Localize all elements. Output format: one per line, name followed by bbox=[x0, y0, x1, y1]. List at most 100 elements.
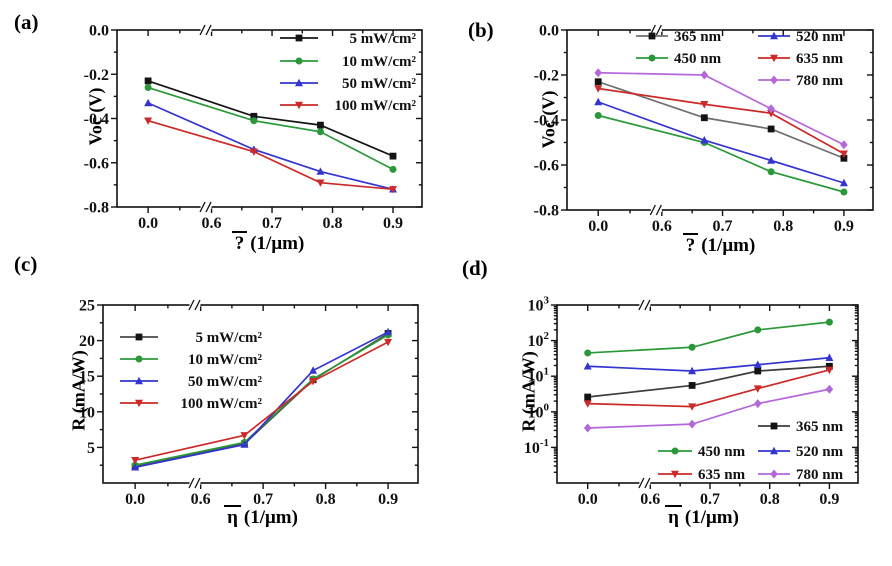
x-axis-unit: (1/μm) bbox=[250, 233, 305, 254]
legend: 5 mW/cm² 10 mW/cm² 50 mW/cm² 100 mW/cm² bbox=[120, 330, 263, 412]
svg-text:-0.2: -0.2 bbox=[84, 67, 109, 84]
x-axis-tick-labels: 0.0 0.6 0.7 0.8 0.9 bbox=[588, 218, 854, 235]
svg-text:5 mW/cm²: 5 mW/cm² bbox=[349, 31, 416, 47]
x-axis-tick-labels: 0.0 0.6 0.7 0.8 0.9 bbox=[138, 215, 403, 232]
svg-text:0.6: 0.6 bbox=[640, 491, 660, 508]
panel-b-y-axis-title: Voc (V) bbox=[538, 90, 559, 149]
svg-text:780 nm: 780 nm bbox=[796, 467, 844, 483]
svg-text:103: 103 bbox=[528, 295, 550, 315]
svg-text:-0.8: -0.8 bbox=[84, 200, 109, 217]
svg-text:0.8: 0.8 bbox=[773, 218, 793, 235]
x-axis-symbol-overbar: η bbox=[665, 505, 682, 528]
svg-text:10: 10 bbox=[79, 404, 95, 421]
y-axis-ticks bbox=[551, 304, 858, 473]
svg-text:0.9: 0.9 bbox=[378, 491, 398, 508]
legend-entry-100-mw-cm: 100 mW/cm² bbox=[120, 396, 263, 412]
legend-entry-365-nm: 365 nm bbox=[636, 29, 722, 45]
x-axis-unit: (1/μm) bbox=[243, 507, 298, 528]
legend-entry-780-nm: 780 nm bbox=[758, 73, 844, 89]
svg-text:-0.2: -0.2 bbox=[534, 68, 559, 85]
y-axis-tick-labels: 103 102 101 100 10-1 bbox=[524, 295, 550, 457]
legend-entry-5-mw-cm: 5 mW/cm² bbox=[120, 330, 263, 346]
svg-text:0.0: 0.0 bbox=[588, 218, 608, 235]
svg-text:520 nm: 520 nm bbox=[796, 29, 844, 45]
legend-entry-50-mw-cm: 50 mW/cm² bbox=[120, 374, 263, 390]
svg-text:25: 25 bbox=[79, 298, 95, 315]
svg-text:635 nm: 635 nm bbox=[796, 51, 844, 67]
svg-text:0.7: 0.7 bbox=[253, 491, 273, 508]
series-780-nm bbox=[583, 384, 834, 433]
legend: 365 nm 450 nm 520 nm 635 nm 780 nm bbox=[658, 419, 844, 483]
y-axis-tick-labels: 5 10 15 20 25 bbox=[79, 298, 95, 457]
y-axis-ticks bbox=[561, 29, 873, 211]
legend-entry-780-nm: 780 nm bbox=[758, 467, 844, 483]
panel-d-x-axis-title: η (1/μm) bbox=[622, 505, 782, 529]
legend-entry-365-nm: 365 nm bbox=[758, 419, 844, 435]
x-axis-tick-labels: 0.0 0.6 0.7 0.8 0.9 bbox=[578, 491, 840, 508]
x-axis-unit: (1/μm) bbox=[684, 507, 739, 528]
axes-frame bbox=[556, 304, 859, 484]
series-635-nm bbox=[594, 85, 848, 158]
svg-text:0.0: 0.0 bbox=[89, 23, 109, 40]
series-5-mw-cm bbox=[144, 77, 397, 160]
svg-text:15: 15 bbox=[79, 369, 95, 386]
svg-text:0.8: 0.8 bbox=[323, 215, 343, 232]
svg-text:-0.6: -0.6 bbox=[534, 158, 559, 175]
svg-text:100 mW/cm²: 100 mW/cm² bbox=[334, 98, 416, 114]
svg-text:450 nm: 450 nm bbox=[698, 444, 746, 460]
svg-text:0.7: 0.7 bbox=[700, 491, 720, 508]
svg-text:365 nm: 365 nm bbox=[796, 419, 844, 435]
x-axis-break-marks bbox=[649, 24, 662, 216]
panel-b-plot: 0.0 0.6 0.7 0.8 0.9 0.0 -0.2 -0.4 -0.6 -0.8 365 nm… bbox=[534, 23, 874, 235]
panel-c-label: (c) bbox=[14, 252, 38, 276]
svg-text:0.0: 0.0 bbox=[125, 491, 145, 508]
legend: 5 mW/cm² 10 mW/cm² 50 mW/cm² 100 mW/cm² bbox=[280, 31, 417, 114]
y-axis-tick-labels: 0.0 -0.2 -0.4 -0.6 -0.8 bbox=[534, 23, 559, 220]
x-axis-ticks bbox=[134, 305, 389, 489]
series-520-nm bbox=[594, 97, 848, 187]
legend-entry-5-mw-cm: 5 mW/cm² bbox=[280, 31, 417, 47]
svg-text:520 nm: 520 nm bbox=[796, 444, 844, 460]
panel-b-x-axis-title: ? (1/μm) bbox=[639, 233, 799, 257]
svg-text:5 mW/cm²: 5 mW/cm² bbox=[195, 330, 262, 346]
svg-text:10-1: 10-1 bbox=[524, 437, 549, 457]
series-365-nm bbox=[584, 362, 833, 401]
svg-text:102: 102 bbox=[528, 330, 550, 350]
x-axis-break-marks bbox=[199, 24, 212, 213]
svg-text:450 nm: 450 nm bbox=[674, 51, 722, 67]
x-axis-unit: (1/μm) bbox=[701, 235, 756, 256]
svg-text:0.6: 0.6 bbox=[191, 491, 211, 508]
svg-text:10 mW/cm²: 10 mW/cm² bbox=[188, 352, 263, 368]
panel-a-y-axis-title: Voc (V) bbox=[85, 87, 106, 146]
x-axis-break-marks bbox=[638, 299, 651, 489]
svg-text:0.0: 0.0 bbox=[578, 491, 598, 508]
panel-a-x-axis-title: ? (1/μm) bbox=[188, 231, 348, 255]
x-axis-tick-labels: 0.0 0.6 0.7 0.8 0.9 bbox=[125, 491, 398, 508]
x-axis-ticks bbox=[597, 30, 845, 216]
svg-text:635 nm: 635 nm bbox=[698, 467, 746, 483]
series-635-nm bbox=[583, 366, 834, 411]
svg-text:0.6: 0.6 bbox=[202, 215, 222, 232]
series-100-mw-cm bbox=[131, 338, 393, 465]
legend-entry-520-nm: 520 nm bbox=[758, 444, 844, 460]
panel-d-plot: 0.0 0.6 0.7 0.8 0.9 103 102 101 100 10-1 365 nm 450… bbox=[524, 295, 859, 508]
svg-text:50 mW/cm²: 50 mW/cm² bbox=[342, 76, 417, 92]
svg-text:0.8: 0.8 bbox=[316, 491, 336, 508]
svg-text:-0.4: -0.4 bbox=[534, 113, 559, 130]
svg-text:0.9: 0.9 bbox=[819, 491, 839, 508]
svg-text:100 mW/cm²: 100 mW/cm² bbox=[180, 396, 262, 412]
series-520-nm bbox=[583, 353, 834, 375]
panel-c-plot: 0.0 0.6 0.7 0.8 0.9 5 10 15 20 25 5 mW/cm² 10 mW/cm… bbox=[79, 298, 419, 508]
panel-d-y-axis-title: R (mA/W) bbox=[518, 351, 539, 432]
svg-text:-0.6: -0.6 bbox=[84, 155, 109, 172]
panel-b-label: (b) bbox=[468, 18, 494, 42]
legend: 365 nm 450 nm 520 nm 635 nm 780 nm bbox=[636, 29, 844, 89]
legend-entry-635-nm: 635 nm bbox=[658, 467, 746, 483]
panel-a-plot: 0.0 0.6 0.7 0.8 0.9 0.0 -0.2 -0.4 -0.6 -0.8 5 mW/c… bbox=[84, 23, 423, 232]
panel-c-y-axis-title: R (mA/W) bbox=[68, 350, 89, 431]
panel-d-label: (d) bbox=[462, 256, 488, 280]
svg-text:50 mW/cm²: 50 mW/cm² bbox=[188, 374, 263, 390]
svg-text:10 mW/cm²: 10 mW/cm² bbox=[342, 54, 417, 70]
x-axis-symbol-overbar: η bbox=[224, 505, 241, 528]
series-10-mw-cm bbox=[144, 84, 397, 173]
